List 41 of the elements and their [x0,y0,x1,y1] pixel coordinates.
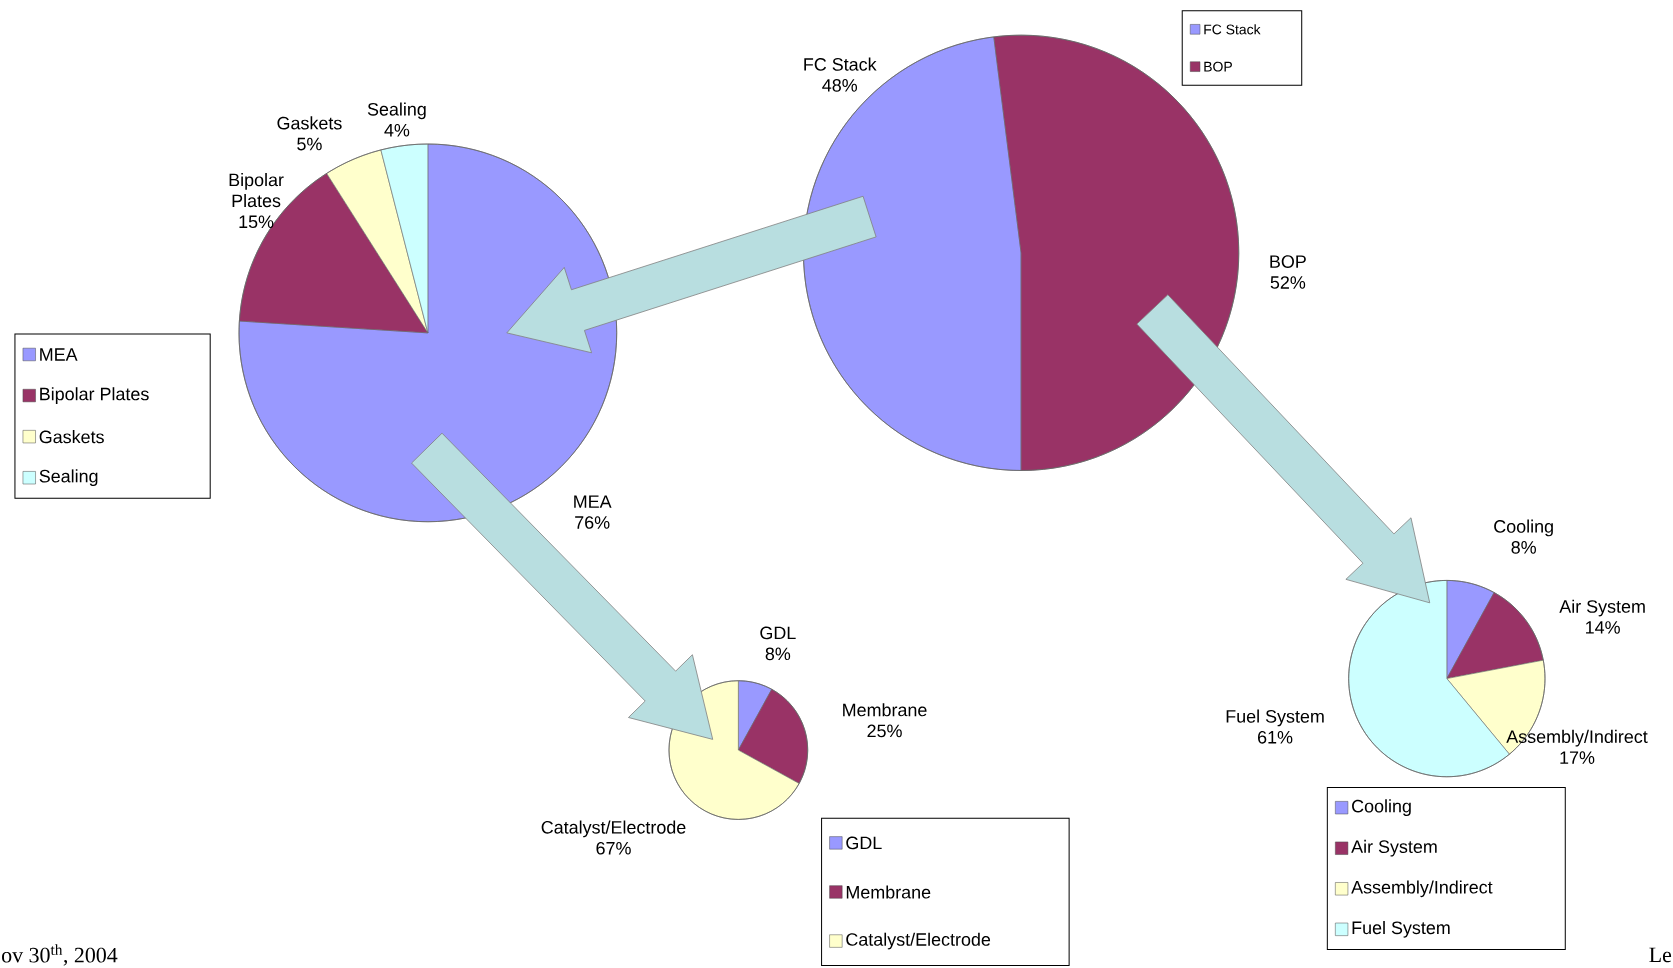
legend-label: BOP [1204,61,1232,72]
slice-label: Membrane [843,703,927,717]
category-label: BOP [1270,255,1306,268]
legend-label: MEA [40,348,78,361]
slice-label: Gaskets [277,116,342,130]
legend-label: FC Stack [1204,24,1261,35]
legend-label: GDL [846,836,882,850]
legend-label: Gaskets [39,430,104,444]
legend-label: Cooling [1352,799,1411,817]
data-label: 52% [1270,276,1306,289]
data-label: 76% [575,516,610,529]
legend-label: Membrane [846,885,931,899]
data-label: 25% [867,724,902,738]
legend-label: Assembly/Indirect [1351,880,1493,898]
slice-label: Assembly/Indirect [1506,729,1648,747]
slice-label: MEA [574,495,612,508]
slice-label: GDL [760,626,796,640]
data-label: 8% [765,647,791,661]
legend-label: Fuel System [1352,920,1450,938]
slice-label: Catalyst/Electrode [541,820,686,838]
data-label: 15% [239,215,274,229]
data-label: 14% [1586,621,1620,634]
slice-label: Cooling [1494,519,1553,537]
text: Le [1649,947,1672,963]
slice-label: FC Stack [804,57,877,71]
legend-label: Bipolar Plates [40,387,149,404]
data-label: 67% [596,841,631,855]
legend-label: Air System [1351,839,1437,857]
data-label: 17% [1560,751,1595,764]
data-label: 5% [297,137,322,151]
data-label: 61% [1258,730,1293,744]
legend-label: Catalyst/Electrode [846,932,991,950]
slice-label: Sealing [367,102,426,120]
legend-label: Sealing [39,469,98,487]
data-label: 8% [1511,541,1536,554]
text: ov 30$^{th}$, 2004 [2,944,118,966]
slice-label: Bipolar Plates [229,173,284,208]
slice-label: Fuel System [1226,709,1324,727]
data-label: 48% [822,79,858,92]
data-label: 4% [384,123,410,137]
slice-label: Air System [1559,599,1645,617]
